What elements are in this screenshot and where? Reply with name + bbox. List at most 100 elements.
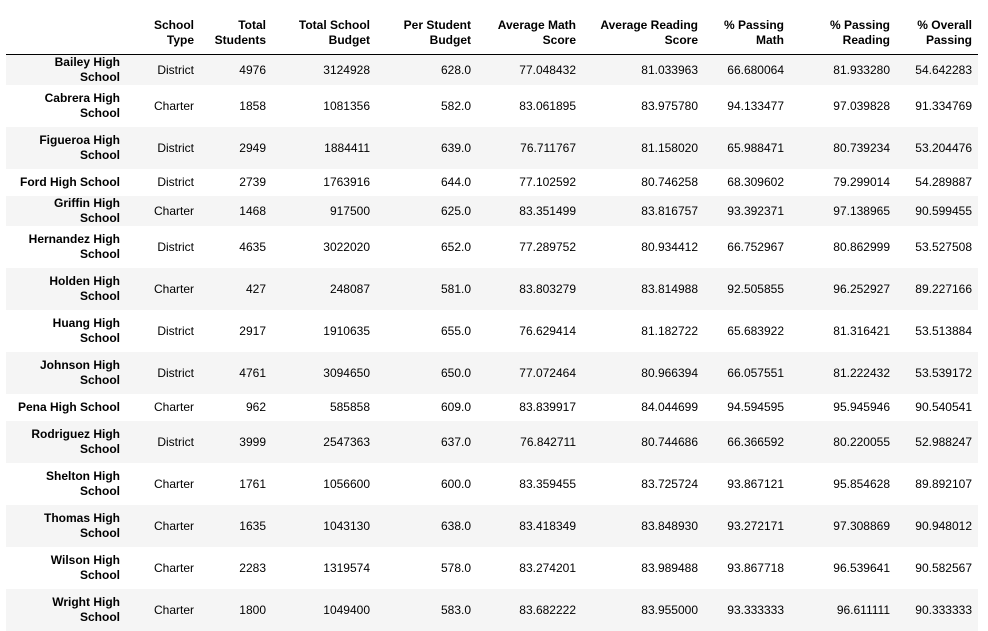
cell-passing-math: 66.680064	[704, 55, 790, 86]
cell-total-school-budget: 1763916	[272, 169, 376, 196]
table-row: Hernandez High School District 4635 3022…	[6, 226, 978, 268]
row-label-school-name: Shelton High School	[6, 463, 126, 505]
cell-total-school-budget: 3124928	[272, 55, 376, 86]
cell-total-students: 1468	[200, 196, 272, 226]
cell-passing-math: 93.272171	[704, 505, 790, 547]
cell-per-student-budget: 638.0	[376, 505, 477, 547]
cell-total-school-budget: 1910635	[272, 310, 376, 352]
table-row: Huang High School District 2917 1910635 …	[6, 310, 978, 352]
row-label-school-name: Huang High School	[6, 310, 126, 352]
cell-overall-passing: 53.527508	[896, 226, 978, 268]
table-row: Bailey High School District 4976 3124928…	[6, 55, 978, 86]
cell-average-reading-score: 80.966394	[582, 352, 704, 394]
cell-overall-passing: 89.227166	[896, 268, 978, 310]
cell-average-math-score: 83.061895	[477, 85, 582, 127]
cell-average-reading-score: 80.744686	[582, 421, 704, 463]
cell-overall-passing: 90.540541	[896, 394, 978, 421]
cell-per-student-budget: 639.0	[376, 127, 477, 169]
cell-school-type: Charter	[126, 547, 200, 589]
cell-passing-reading: 79.299014	[790, 169, 896, 196]
cell-average-reading-score: 80.746258	[582, 169, 704, 196]
row-label-school-name: Figueroa High School	[6, 127, 126, 169]
cell-passing-math: 93.867718	[704, 547, 790, 589]
cell-total-school-budget: 1043130	[272, 505, 376, 547]
cell-average-reading-score: 83.816757	[582, 196, 704, 226]
cell-per-student-budget: 625.0	[376, 196, 477, 226]
cell-average-math-score: 83.418349	[477, 505, 582, 547]
cell-passing-reading: 81.316421	[790, 310, 896, 352]
cell-school-type: District	[126, 169, 200, 196]
cell-average-math-score: 83.351499	[477, 196, 582, 226]
cell-school-type: Charter	[126, 85, 200, 127]
row-label-school-name: Johnson High School	[6, 352, 126, 394]
cell-passing-reading: 81.222432	[790, 352, 896, 394]
cell-overall-passing: 54.642283	[896, 55, 978, 86]
cell-per-student-budget: 652.0	[376, 226, 477, 268]
cell-average-math-score: 83.359455	[477, 463, 582, 505]
cell-school-type: District	[126, 127, 200, 169]
cell-total-school-budget: 1056600	[272, 463, 376, 505]
cell-passing-math: 66.752967	[704, 226, 790, 268]
cell-per-student-budget: 578.0	[376, 547, 477, 589]
cell-average-math-score: 76.842711	[477, 421, 582, 463]
cell-total-students: 2739	[200, 169, 272, 196]
cell-average-math-score: 76.711767	[477, 127, 582, 169]
cell-total-students: 3999	[200, 421, 272, 463]
cell-overall-passing: 90.333333	[896, 589, 978, 631]
table-row: Shelton High School Charter 1761 1056600…	[6, 463, 978, 505]
cell-total-students: 4976	[200, 55, 272, 86]
cell-school-type: Charter	[126, 268, 200, 310]
cell-per-student-budget: 609.0	[376, 394, 477, 421]
cell-per-student-budget: 655.0	[376, 310, 477, 352]
cell-average-math-score: 83.803279	[477, 268, 582, 310]
cell-per-student-budget: 600.0	[376, 463, 477, 505]
cell-passing-reading: 81.933280	[790, 55, 896, 86]
table-row: Cabrera High School Charter 1858 1081356…	[6, 85, 978, 127]
cell-passing-math: 93.867121	[704, 463, 790, 505]
cell-per-student-budget: 581.0	[376, 268, 477, 310]
cell-average-reading-score: 83.725724	[582, 463, 704, 505]
cell-total-students: 2949	[200, 127, 272, 169]
row-label-school-name: Thomas High School	[6, 505, 126, 547]
cell-school-type: District	[126, 226, 200, 268]
cell-average-math-score: 77.072464	[477, 352, 582, 394]
cell-per-student-budget: 650.0	[376, 352, 477, 394]
cell-overall-passing: 90.948012	[896, 505, 978, 547]
cell-school-type: Charter	[126, 196, 200, 226]
table-row: Holden High School Charter 427 248087 58…	[6, 268, 978, 310]
cell-passing-math: 65.988471	[704, 127, 790, 169]
cell-overall-passing: 53.539172	[896, 352, 978, 394]
cell-per-student-budget: 637.0	[376, 421, 477, 463]
cell-school-type: District	[126, 55, 200, 86]
table-row: Johnson High School District 4761 309465…	[6, 352, 978, 394]
cell-passing-reading: 95.854628	[790, 463, 896, 505]
cell-passing-reading: 96.539641	[790, 547, 896, 589]
cell-overall-passing: 54.289887	[896, 169, 978, 196]
cell-total-school-budget: 2547363	[272, 421, 376, 463]
cell-passing-reading: 80.220055	[790, 421, 896, 463]
cell-total-students: 1761	[200, 463, 272, 505]
cell-school-type: Charter	[126, 589, 200, 631]
row-label-school-name: Bailey High School	[6, 55, 126, 86]
cell-total-students: 2283	[200, 547, 272, 589]
cell-average-math-score: 83.682222	[477, 589, 582, 631]
cell-average-reading-score: 81.033963	[582, 55, 704, 86]
row-label-school-name: Pena High School	[6, 394, 126, 421]
cell-average-reading-score: 83.848930	[582, 505, 704, 547]
table-body: Bailey High School District 4976 3124928…	[6, 55, 978, 631]
cell-total-school-budget: 248087	[272, 268, 376, 310]
cell-passing-math: 94.133477	[704, 85, 790, 127]
cell-total-students: 427	[200, 268, 272, 310]
cell-school-type: District	[126, 310, 200, 352]
cell-per-student-budget: 583.0	[376, 589, 477, 631]
row-label-school-name: Hernandez High School	[6, 226, 126, 268]
cell-total-students: 4635	[200, 226, 272, 268]
cell-passing-reading: 96.252927	[790, 268, 896, 310]
